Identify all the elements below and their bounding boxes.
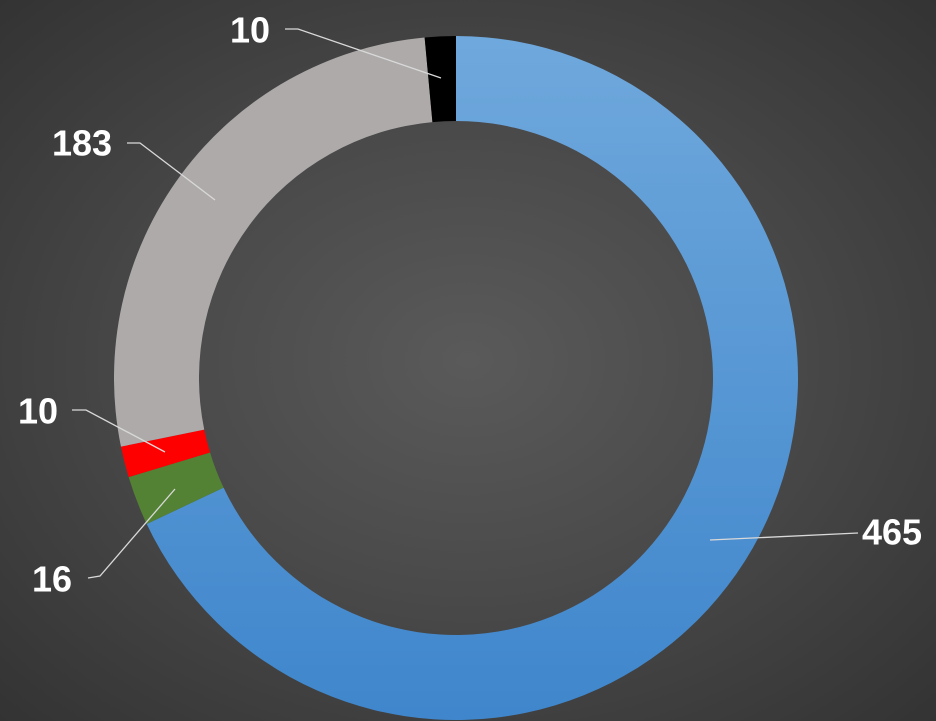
leader-line-0 <box>709 532 859 541</box>
slice-3 <box>114 37 433 447</box>
doughnut-slices <box>114 36 798 720</box>
leader-lines <box>72 28 859 579</box>
data-label-3: 183 <box>52 123 112 164</box>
slice-4 <box>424 36 456 123</box>
leader-line-2 <box>72 409 166 453</box>
data-label-2: 10 <box>18 391 58 432</box>
data-label-0: 465 <box>862 512 922 553</box>
data-label-4: 10 <box>230 10 270 51</box>
slice-1 <box>128 452 224 524</box>
data-labels: 465 16 10 183 10 <box>18 10 922 600</box>
data-label-1: 16 <box>32 559 72 600</box>
leader-line-3 <box>127 142 216 201</box>
slice-2 <box>120 429 211 478</box>
leader-line-1 <box>87 488 176 579</box>
leader-line-4 <box>285 28 442 79</box>
